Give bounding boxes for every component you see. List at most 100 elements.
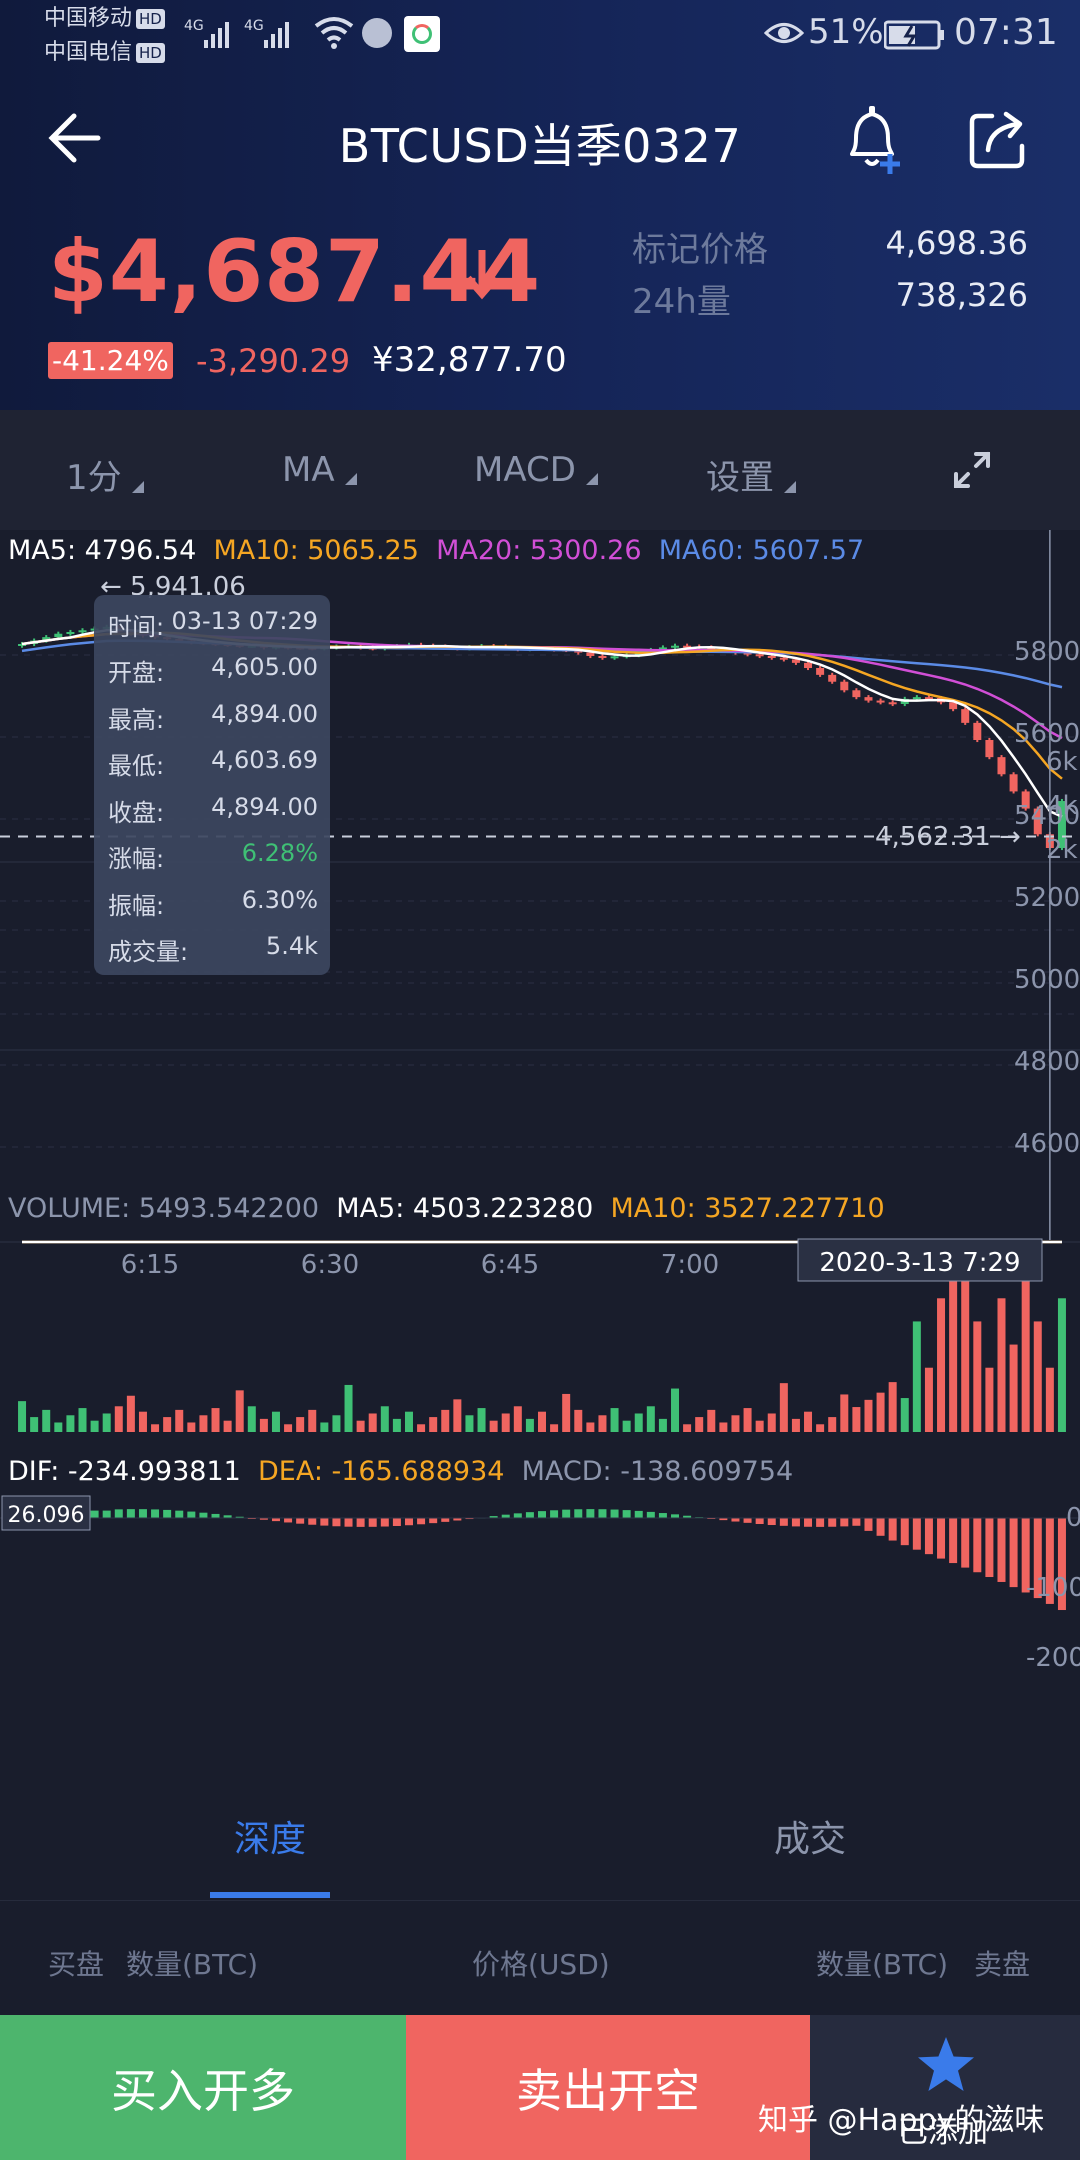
ma-dropdown[interactable]: MA <box>282 450 357 490</box>
macd-bar <box>489 1516 498 1518</box>
candle <box>18 644 27 646</box>
eye-icon <box>763 18 805 52</box>
macd-bar <box>211 1513 220 1518</box>
macd-dropdown[interactable]: MACD <box>474 450 598 490</box>
volume-bar <box>114 1406 123 1432</box>
volume-bar <box>658 1418 667 1432</box>
volume-bar <box>126 1395 135 1432</box>
sell-short-button[interactable]: 卖出开空 <box>406 2015 810 2160</box>
macd-bar <box>646 1511 655 1518</box>
volume-bar <box>743 1408 752 1432</box>
crosshair-time-box <box>797 1238 1043 1282</box>
battery-percent: 51% <box>808 12 884 52</box>
settings-dropdown[interactable]: 设置 <box>706 450 796 499</box>
add-alert-button[interactable] <box>844 104 910 180</box>
volume-bar <box>949 1257 958 1432</box>
macd-bar <box>574 1509 583 1518</box>
macd-bar <box>888 1518 897 1541</box>
macd-bar <box>199 1512 208 1518</box>
active-tab-indicator <box>210 1892 330 1898</box>
bottom-tabs: 深度 成交 <box>0 1770 1080 1900</box>
volume-bar <box>985 1367 994 1432</box>
volume-bar <box>356 1420 365 1432</box>
price-tick-label: 5000 <box>1014 965 1080 995</box>
volume-bar <box>380 1406 389 1432</box>
candle <box>743 652 752 655</box>
candle <box>840 681 849 691</box>
candle <box>755 654 764 657</box>
legend-macd: MACD: -138.609754 <box>521 1456 794 1487</box>
candle <box>683 645 692 648</box>
dropdown-corner-icon <box>585 473 598 485</box>
interval-dropdown[interactable]: 1分 <box>66 450 144 499</box>
volume-bar <box>247 1406 256 1432</box>
fullscreen-button[interactable] <box>952 450 992 494</box>
volume-bar <box>574 1409 583 1432</box>
mark-price-value: 4,698.36 <box>885 224 1029 262</box>
ask-qty-header: 数量(BTC) <box>816 1948 949 1981</box>
macd-bar <box>586 1509 595 1518</box>
volume-tick-label: 2k <box>1046 835 1078 865</box>
macd-bar <box>804 1518 813 1527</box>
macd-bar <box>344 1518 353 1527</box>
volume-bar <box>429 1417 438 1432</box>
macd-bar <box>900 1518 909 1546</box>
candle <box>828 674 837 682</box>
volume-tick-label: 6k <box>1046 747 1078 777</box>
macd-bar <box>1045 1518 1054 1604</box>
volume-bar <box>912 1321 921 1432</box>
macd-tick-label: -100 <box>1026 1573 1080 1603</box>
candle <box>610 656 619 659</box>
last-price: $4,687.44 <box>48 222 542 322</box>
kline-chart[interactable]: 5800 5600 5400 5200 5000 4800 4600 6k 4k 2k 0 -100 -… <box>0 530 1080 1710</box>
macd-bar <box>610 1509 619 1518</box>
volume-bar <box>259 1418 268 1432</box>
macd-bar <box>791 1518 800 1527</box>
crosshair-time-label: 2020-3-13 7:29 <box>819 1248 1020 1278</box>
volume-bar <box>695 1417 704 1432</box>
price-tick-label: 5800 <box>1014 637 1080 667</box>
candle-tooltip: 时间: 03-13 07:29 开盘: 4,605.00 最高: 4,894.00 最… <box>94 595 330 975</box>
macd-bar <box>308 1518 317 1525</box>
tab-depth[interactable]: 深度 <box>234 1819 307 1860</box>
macd-bar <box>356 1518 365 1527</box>
macd-bar <box>126 1509 135 1518</box>
expand-icon <box>954 452 990 488</box>
tab-trades[interactable]: 成交 <box>774 1819 847 1860</box>
price-tick-label: 4600 <box>1014 1129 1080 1159</box>
macd-bar <box>924 1518 933 1555</box>
macd-bar <box>840 1518 849 1527</box>
share-button[interactable] <box>968 110 1028 174</box>
candle <box>671 645 680 648</box>
clock: 07:31 <box>954 12 1058 53</box>
legend-dif: DIF: -234.993811 <box>8 1456 241 1487</box>
candle <box>1057 801 1066 848</box>
macd-bar <box>138 1509 147 1518</box>
volume-bar <box>610 1408 619 1432</box>
volume-bar <box>791 1418 800 1432</box>
price-tick-label: 5600 <box>1014 719 1080 749</box>
macd-tick-label: -200 <box>1026 1643 1080 1673</box>
volume-bar <box>90 1420 99 1432</box>
back-button[interactable] <box>46 112 102 168</box>
volume-bar <box>151 1424 160 1432</box>
change-amount: -3,290.29 <box>196 342 351 380</box>
volume-bar <box>368 1413 377 1432</box>
tooltip-row: 收盘: 4,894.00 <box>108 793 318 827</box>
volume-bar <box>937 1298 946 1432</box>
macd-bar <box>417 1518 426 1525</box>
macd-bar <box>1033 1518 1042 1599</box>
carrier-1: 中国移动 HD <box>44 4 165 34</box>
time-tick-label: 6:45 <box>481 1250 539 1280</box>
action-bar: 买入开多 卖出开空 已添加 知乎 @Happy的滋味 <box>0 2015 1080 2160</box>
buy-long-button[interactable]: 买入开多 <box>0 2015 406 2160</box>
time-tick-label: 6:15 <box>121 1250 179 1280</box>
macd-bar <box>1057 1518 1066 1611</box>
dropdown-corner-icon <box>784 481 796 493</box>
macd-bar <box>284 1518 293 1523</box>
candle <box>949 702 958 710</box>
candle <box>78 630 87 633</box>
tooltip-row: 振幅: 6.30% <box>108 886 318 920</box>
macd-bar <box>671 1514 680 1518</box>
favorite-button[interactable] <box>810 2015 1080 2160</box>
